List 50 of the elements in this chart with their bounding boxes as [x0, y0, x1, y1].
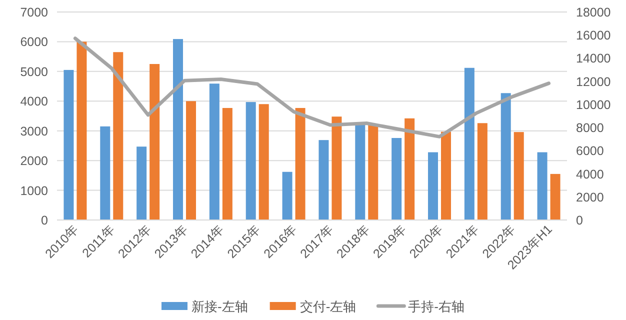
line-series — [73, 36, 551, 138]
y-tick-label: 1000 — [20, 184, 48, 198]
bar — [404, 118, 415, 220]
legend-label: 手持-右轴 — [408, 299, 465, 314]
y-tick-label: 0 — [41, 214, 48, 228]
y-tick-label: 2000 — [20, 154, 48, 168]
bar — [186, 101, 196, 220]
bar — [100, 126, 110, 220]
y2-tick-label: 16000 — [576, 28, 611, 43]
bar — [428, 152, 438, 220]
y2-tick-label: 10000 — [576, 98, 611, 112]
y2-tick-label: 14000 — [576, 52, 611, 66]
bar — [76, 42, 87, 220]
bar — [113, 52, 124, 220]
bar — [150, 64, 160, 220]
y-tick-label: 6000 — [20, 35, 48, 50]
bar — [537, 152, 548, 220]
bar — [464, 68, 474, 220]
y-tick-label: 3000 — [20, 124, 48, 138]
y2-tick-label: 8000 — [576, 121, 604, 136]
y2-tick-label: 0 — [576, 214, 583, 228]
bar — [136, 146, 147, 220]
legend-label: 新接-左轴 — [191, 299, 248, 314]
y-tick-label: 7000 — [20, 6, 48, 20]
bar — [209, 84, 220, 220]
bar — [550, 174, 560, 220]
bar — [477, 123, 488, 220]
bar — [332, 116, 342, 220]
bar — [295, 108, 306, 220]
bar — [222, 108, 232, 220]
bar — [282, 172, 292, 220]
bar — [246, 102, 256, 220]
bar — [355, 123, 366, 220]
y2-tick-label: 6000 — [576, 144, 604, 158]
bar — [258, 104, 269, 220]
y-tick-label: 4000 — [20, 94, 48, 109]
bar — [368, 124, 378, 220]
legend-label: 交付-左轴 — [300, 299, 356, 314]
bar — [500, 93, 511, 220]
y2-tick-label: 18000 — [576, 6, 611, 20]
bar — [318, 140, 329, 220]
bar — [441, 132, 451, 220]
y2-tick-label: 12000 — [576, 74, 611, 89]
y2-tick-label: 2000 — [576, 190, 604, 204]
y2-tick-label: 4000 — [576, 167, 604, 182]
bar — [64, 70, 74, 220]
bar — [514, 132, 524, 220]
bar — [173, 39, 183, 220]
bar — [392, 138, 402, 220]
y-tick-label: 5000 — [20, 64, 48, 79]
